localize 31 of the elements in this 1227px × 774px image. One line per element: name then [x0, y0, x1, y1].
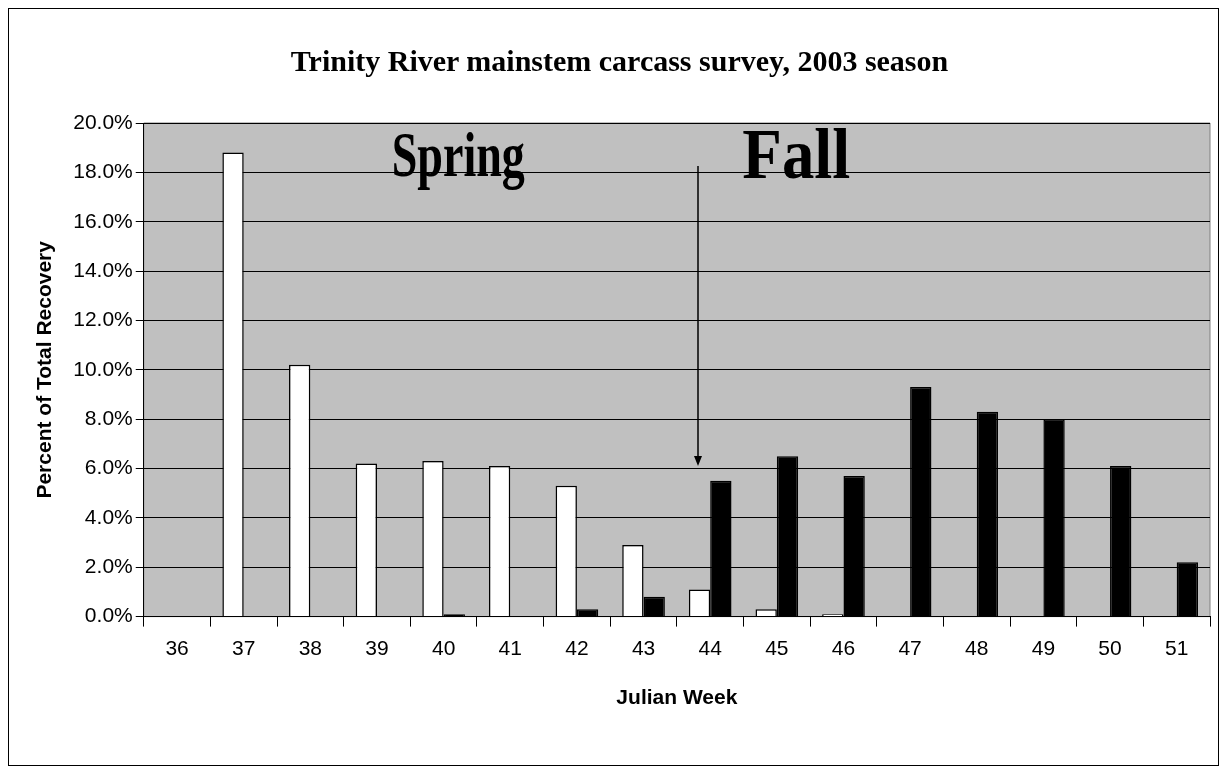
y-tick-label: 8.0%: [84, 405, 133, 429]
y-tick-label: 20.0%: [73, 109, 133, 133]
x-tick-label: 45: [765, 636, 789, 659]
x-tick-label: 48: [965, 636, 989, 659]
x-tick-label: 46: [831, 636, 856, 659]
x-tick-label: 47: [898, 636, 922, 659]
y-tick-label: 4.0%: [84, 504, 133, 528]
y-tick-label: 2.0%: [84, 554, 133, 578]
y-tick-label: 0.0%: [84, 603, 133, 627]
x-tick-label: 41: [498, 636, 522, 659]
x-tick-label: 37: [232, 636, 256, 659]
annotation: Spring: [391, 118, 525, 190]
x-tick-label: 49: [1031, 636, 1056, 659]
y-tick-label: 16.0%: [73, 208, 133, 232]
x-tick-label: 50: [1098, 636, 1122, 659]
x-tick-label: 36: [165, 636, 189, 659]
y-tick-label: 14.0%: [73, 257, 133, 281]
y-tick-label: 12.0%: [73, 307, 133, 331]
x-tick-label: 51: [1165, 636, 1189, 659]
x-tick-label: 40: [431, 636, 456, 659]
y-axis-title: Percent of Total Recovery: [32, 240, 56, 499]
x-tick-label: 43: [631, 636, 656, 659]
y-tick-label: 10.0%: [73, 356, 133, 380]
x-axis-title: Julian Week: [616, 685, 738, 709]
x-tick-label: 39: [365, 636, 389, 659]
x-tick-label: 42: [565, 636, 589, 659]
y-tick-label: 6.0%: [84, 455, 133, 479]
x-tick-label: 38: [298, 636, 323, 659]
x-tick-label: 44: [698, 636, 723, 659]
chart-title: Trinity River mainstem carcass survey, 2003 season: [290, 43, 949, 77]
y-tick-label: 18.0%: [73, 159, 133, 183]
